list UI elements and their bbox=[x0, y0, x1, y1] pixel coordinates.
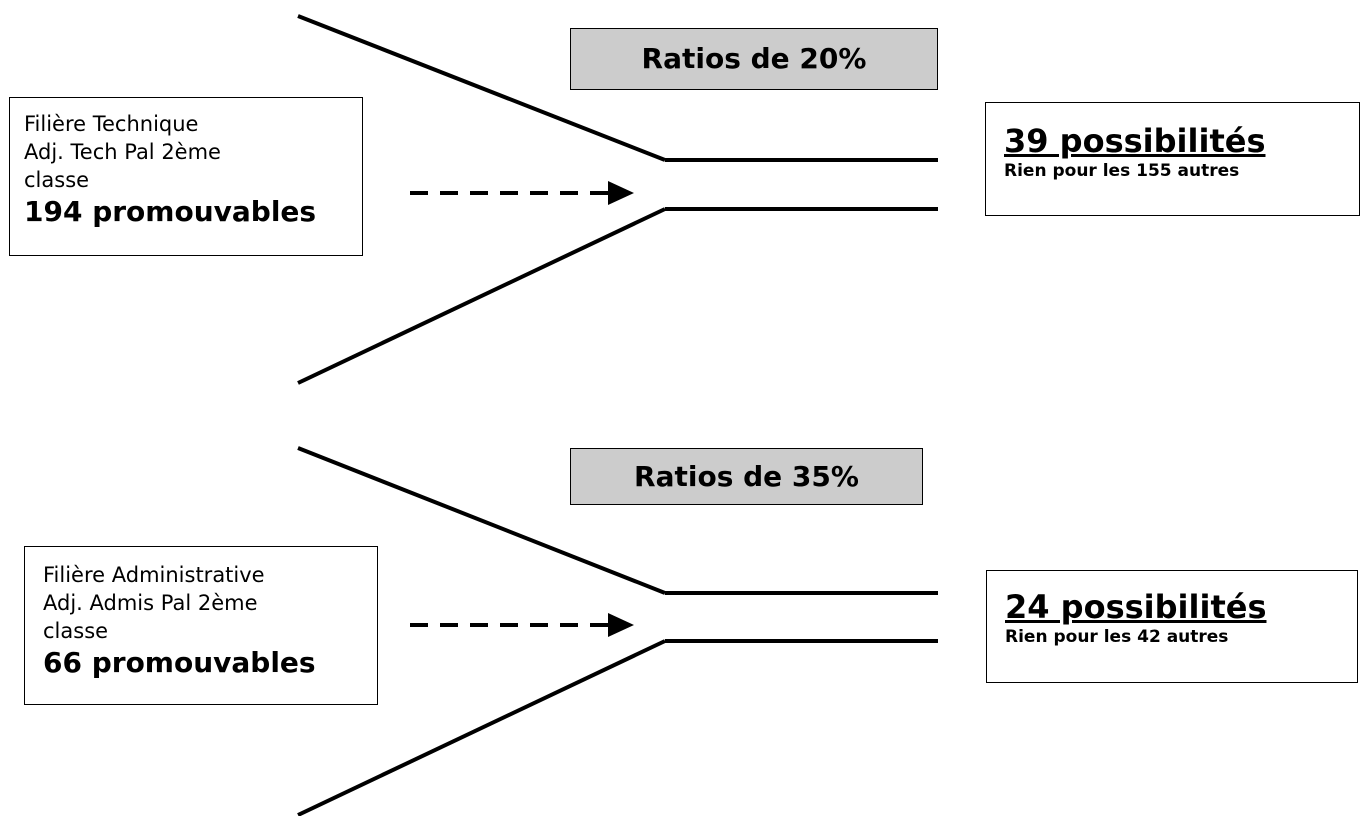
source-2-line1: Filière Administrative bbox=[43, 563, 265, 587]
arrow-1 bbox=[410, 181, 634, 205]
ratio-box-1: Ratios de 20% bbox=[570, 28, 938, 90]
funnel-1-upper-slope bbox=[297, 14, 666, 162]
result-box-2: 24 possibilités Rien pour les 42 autres bbox=[986, 570, 1358, 683]
source-1-line3: classe bbox=[24, 168, 90, 192]
source-1-count: 194 promouvables bbox=[24, 195, 317, 228]
result-1-note: Rien pour les 155 autres bbox=[1004, 161, 1240, 181]
ratio-box-2: Ratios de 35% bbox=[570, 448, 923, 505]
funnel-1-lower-slope bbox=[297, 207, 666, 385]
result-2-note: Rien pour les 42 autres bbox=[1005, 627, 1229, 647]
source-box-1: Filière Technique Adj. Tech Pal 2ème cla… bbox=[9, 97, 363, 256]
arrow-2 bbox=[410, 613, 634, 637]
funnel-2-upper-slope bbox=[297, 446, 666, 595]
source-2-line3: classe bbox=[43, 619, 109, 643]
source-1-line1: Filière Technique bbox=[24, 112, 199, 136]
result-box-1: 39 possibilités Rien pour les 155 autres bbox=[985, 102, 1360, 216]
result-1-headline: 39 possibilités bbox=[1004, 122, 1266, 160]
source-2-line2: Adj. Admis Pal 2ème bbox=[43, 591, 258, 615]
ratio-label-2: Ratios de 35% bbox=[634, 460, 859, 493]
funnel-1 bbox=[297, 14, 938, 385]
source-1-line2: Adj. Tech Pal 2ème bbox=[24, 140, 221, 164]
source-2-count: 66 promouvables bbox=[43, 646, 316, 679]
ratio-label-1: Ratios de 20% bbox=[641, 42, 867, 75]
arrow-2-head bbox=[608, 613, 634, 637]
funnel-2-lower-slope bbox=[297, 639, 666, 816]
arrow-1-head bbox=[608, 181, 634, 205]
funnel-2 bbox=[297, 446, 938, 816]
result-2-headline: 24 possibilités bbox=[1005, 588, 1267, 626]
source-box-2: Filière Administrative Adj. Admis Pal 2è… bbox=[24, 546, 378, 705]
